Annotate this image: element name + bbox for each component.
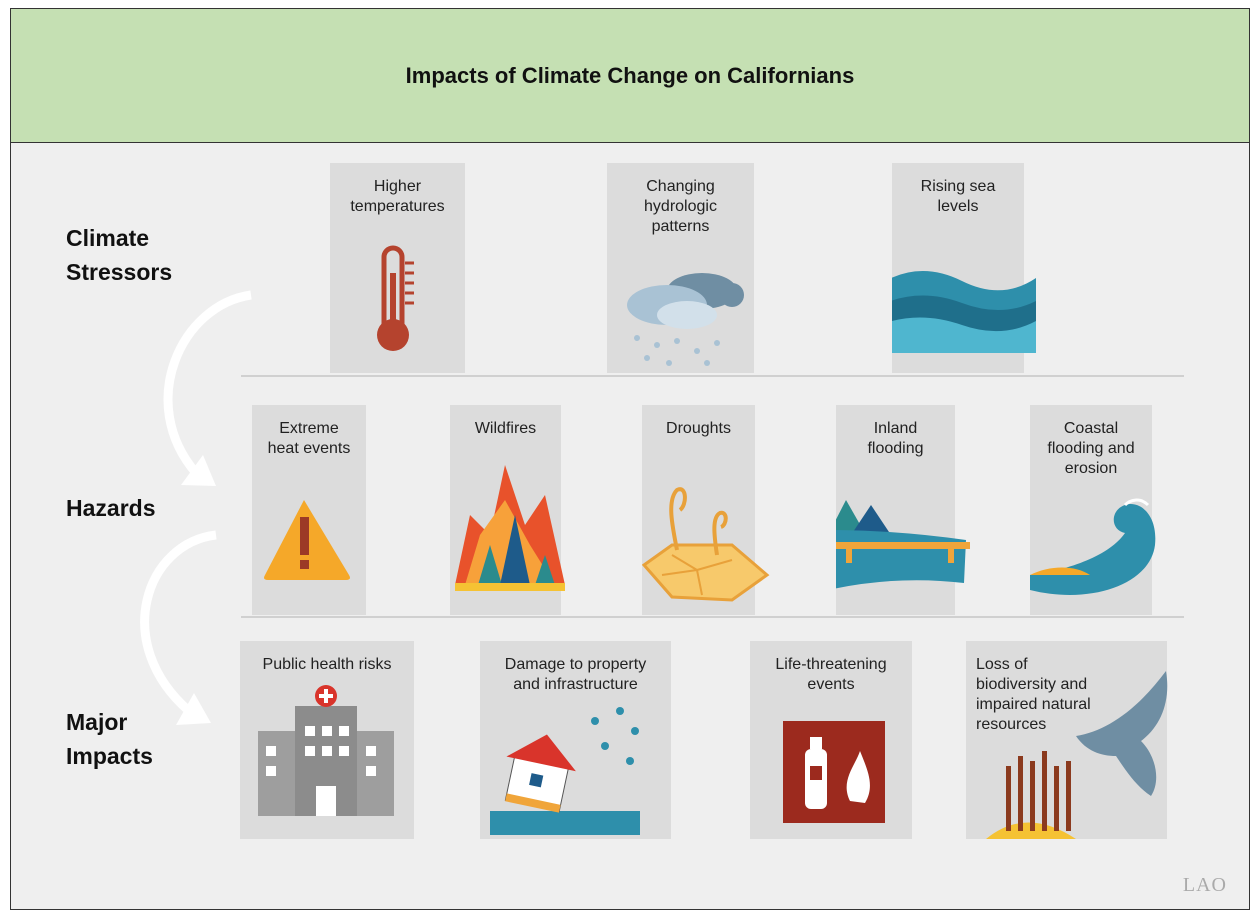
card: Extreme heat events [252, 405, 366, 615]
row-label: Major Impacts [66, 705, 216, 773]
card-label: Wildfires [450, 419, 561, 439]
card-label: Droughts [642, 419, 755, 439]
separator [241, 616, 1184, 618]
card: Public health risks [240, 641, 414, 839]
card-label: Rising sea levels [892, 177, 1024, 217]
card-label: Inland flooding [836, 419, 955, 459]
card-label: Extreme heat events [252, 419, 366, 459]
card-label: Public health risks [240, 655, 414, 675]
arrow [168, 295, 251, 473]
page: Impacts of Climate Change on Californian… [0, 0, 1252, 912]
card: Loss of biodiversity and impaired natura… [966, 641, 1167, 839]
diagram-body: Climate Stressors Hazards Major Impacts … [10, 143, 1250, 910]
card: Rising sea levels [892, 163, 1024, 373]
card: Inland flooding [836, 405, 955, 615]
card: Damage to property and infrastructure [480, 641, 671, 839]
arrow [145, 535, 216, 711]
row-label: Climate Stressors [66, 221, 216, 289]
separator [241, 375, 1184, 377]
card-label: Coastal flooding and erosion [1030, 419, 1152, 479]
title: Impacts of Climate Change on Californian… [406, 63, 855, 89]
row-label: Hazards [66, 491, 216, 525]
card: Changing hydrologic patterns [607, 163, 754, 373]
card: Coastal flooding and erosion [1030, 405, 1152, 615]
logo: LAO [1183, 874, 1227, 897]
card-label: Damage to property and infrastructure [480, 655, 671, 695]
card: Life-threatening events [750, 641, 912, 839]
card: Droughts [642, 405, 755, 615]
header: Impacts of Climate Change on Californian… [10, 8, 1250, 143]
card-label: Higher temperatures [330, 177, 465, 217]
card: Wildfires [450, 405, 561, 615]
card: Higher temperatures [330, 163, 465, 373]
card-label: Changing hydrologic patterns [607, 177, 754, 237]
card-label: Loss of biodiversity and impaired natura… [966, 655, 1167, 735]
card-label: Life-threatening events [750, 655, 912, 695]
